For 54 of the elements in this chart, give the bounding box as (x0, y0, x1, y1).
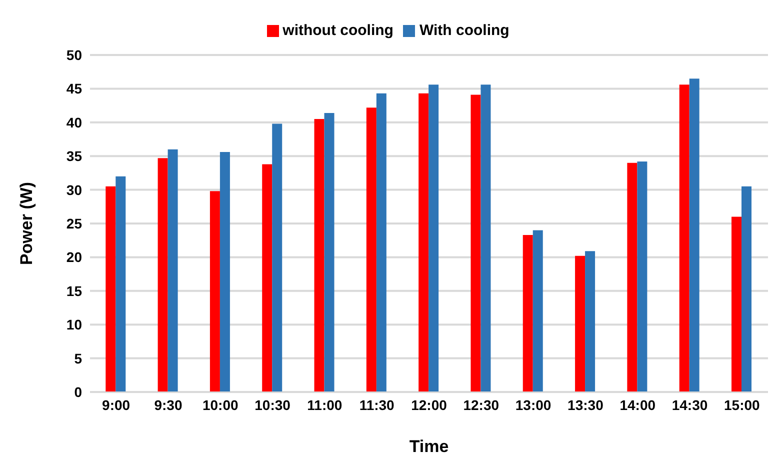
x-tick-label: 9:30 (154, 396, 182, 413)
bar (116, 176, 126, 392)
bar (731, 216, 742, 392)
x-tick-label: 12:00 (411, 396, 448, 413)
y-tick-label: 35 (66, 148, 82, 164)
y-tick-label: 45 (66, 80, 82, 97)
x-tick-label: 10:00 (202, 396, 238, 413)
y-tick-label: 15 (66, 282, 82, 299)
bar (428, 84, 439, 392)
bar (376, 93, 386, 392)
x-tick-label: 14:30 (672, 396, 708, 413)
y-tick-label: 5 (74, 350, 82, 366)
bar (627, 162, 638, 392)
x-tick-label: 11:30 (359, 396, 395, 413)
bar (741, 186, 752, 392)
x-tick-label: 15:00 (724, 396, 760, 413)
bar (575, 256, 586, 392)
y-tick-label: 25 (66, 215, 82, 232)
bar (210, 191, 220, 392)
x-tick-label: 11:00 (307, 396, 342, 413)
bar (158, 158, 168, 392)
y-tick-label: 40 (66, 114, 82, 130)
x-tick-label: 13:30 (568, 396, 604, 413)
bar (418, 93, 429, 392)
y-tick-label: 20 (66, 249, 82, 266)
x-tick-label: 12:30 (463, 396, 500, 413)
bar (637, 161, 648, 392)
bar (585, 251, 596, 392)
x-tick-label: 13:00 (515, 396, 552, 413)
bar (324, 112, 334, 392)
bar (262, 164, 272, 392)
bar (480, 84, 491, 392)
bar (689, 78, 700, 392)
y-tick-label: 10 (66, 316, 82, 333)
bar (168, 149, 178, 392)
x-tick-label: 9:00 (102, 396, 130, 413)
bar (314, 119, 324, 392)
legend-label: without cooling (282, 22, 394, 39)
bar (470, 94, 481, 392)
x-axis-title: Time (409, 437, 449, 456)
bar (532, 230, 543, 392)
y-axis-title: Power (W) (17, 182, 36, 266)
y-tick-label: 0 (74, 384, 82, 400)
bar (679, 84, 690, 392)
y-tick-label: 30 (66, 182, 82, 198)
bar (220, 152, 230, 392)
bar (106, 186, 116, 392)
bar (522, 234, 533, 392)
legend-label: With cooling (419, 22, 510, 39)
bar (366, 108, 376, 392)
y-tick-label: 50 (66, 46, 82, 63)
x-tick-label: 10:30 (254, 396, 291, 413)
bar (272, 124, 282, 392)
x-tick-label: 14:00 (620, 396, 656, 413)
